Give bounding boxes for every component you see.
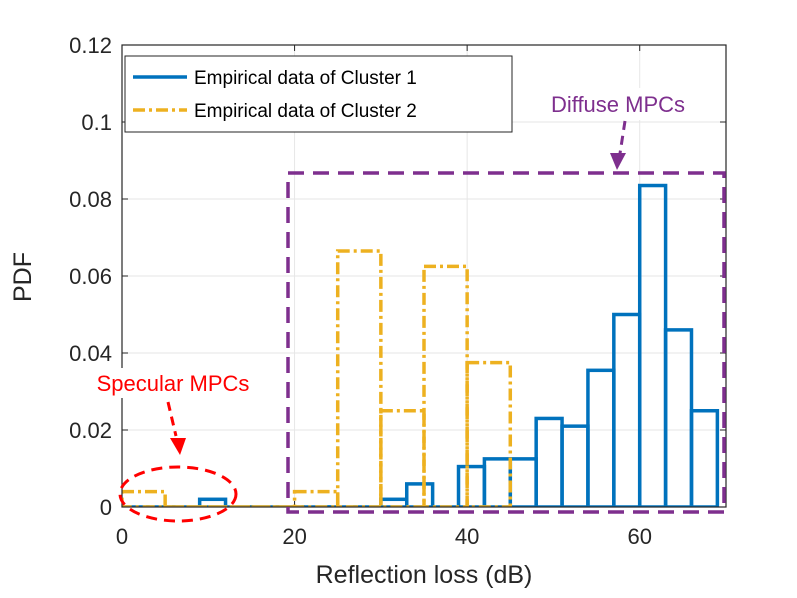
- x-axis-label: Reflection loss (dB): [316, 561, 533, 589]
- specular-label-bg: [62, 368, 284, 398]
- diffuse-label: Diffuse MPCs: [551, 92, 685, 117]
- specular-arrow-head: [170, 438, 186, 455]
- x-tick-label: 60: [627, 524, 651, 549]
- series-cluster-2: [122, 249, 513, 507]
- histogram-bar: [465, 360, 513, 507]
- axis-ticks: 0 0.02 0.04 0.06 0.08 0.1 0.12 0 20 40 60: [69, 33, 726, 549]
- y-tick-label: 0.12: [69, 33, 112, 58]
- y-tick-label: 0.02: [69, 418, 112, 443]
- legend-box: [124, 55, 513, 133]
- y-tick-label: 0.08: [69, 187, 112, 212]
- series-layer: [122, 183, 720, 507]
- histogram-bar: [379, 409, 426, 507]
- diffuse-mpcs-annotation: Diffuse MPCs: [286, 88, 726, 514]
- y-axis-label: PDF: [9, 252, 37, 302]
- histogram-bar: [689, 409, 720, 507]
- specular-label: Specular MPCs: [97, 371, 250, 396]
- histogram-bar: [335, 249, 383, 507]
- legend: Empirical data of Cluster 1 Empirical da…: [124, 55, 513, 133]
- y-tick-label: 0.06: [69, 264, 112, 289]
- diffuse-arrow-head: [610, 153, 626, 170]
- x-tick-label: 20: [282, 524, 306, 549]
- specular-region-ellipse: [118, 465, 238, 523]
- y-tick-label: 0: [100, 495, 112, 520]
- diffuse-region-box: [286, 171, 726, 514]
- x-tick-label: 40: [455, 524, 479, 549]
- diffuse-label-bg: [522, 88, 714, 120]
- series-cluster-1: [122, 183, 720, 507]
- specular-mpcs-annotation: Specular MPCs: [62, 368, 284, 523]
- histogram-bar: [122, 489, 167, 507]
- legend-label-cluster-1: Empirical data of Cluster 1: [194, 68, 417, 89]
- axes-box: [121, 44, 727, 508]
- y-tick-label: 0.04: [69, 341, 112, 366]
- specular-arrow: [166, 401, 178, 437]
- legend-label-cluster-2: Empirical data of Cluster 2: [194, 101, 417, 122]
- y-tick-label: 0.1: [81, 110, 112, 135]
- x-tick-label: 0: [116, 524, 128, 549]
